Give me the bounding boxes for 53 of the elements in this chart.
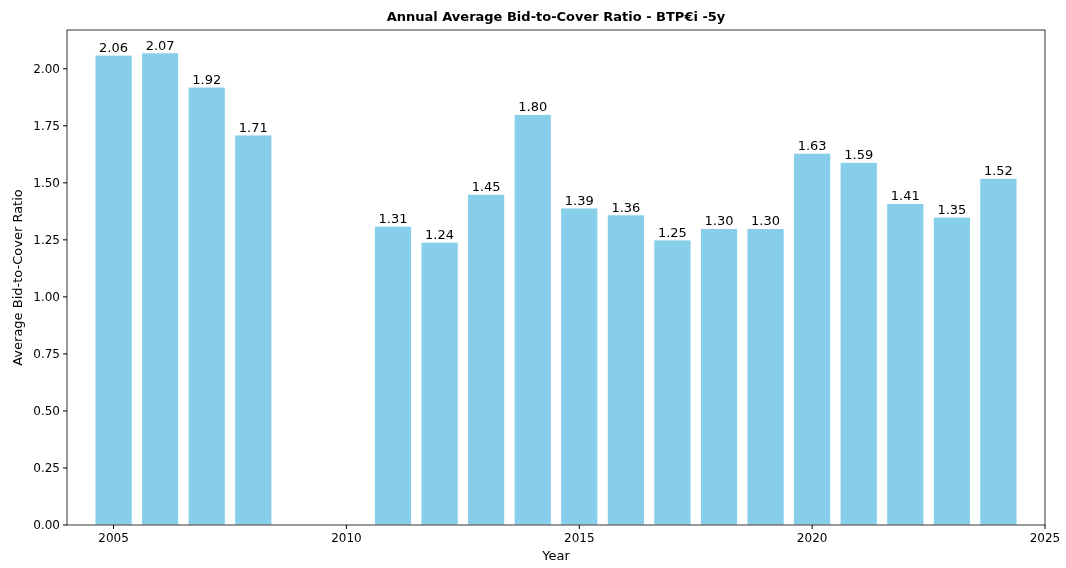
data-label: 1.92 <box>192 72 222 88</box>
y-axis-title: Average Bid-to-Cover Ratio <box>10 189 25 366</box>
bar <box>979 177 1018 526</box>
bar <box>746 227 785 526</box>
y-tick-label: 2.00 <box>33 61 60 76</box>
data-label: 1.80 <box>518 99 548 115</box>
bar <box>606 214 645 526</box>
y-tick-label: 1.50 <box>33 175 60 190</box>
y-tick-label: 1.25 <box>33 232 60 247</box>
bar <box>467 193 506 526</box>
x-tick-label: 2015 <box>564 531 595 545</box>
data-label: 1.30 <box>704 213 734 229</box>
data-label: 1.36 <box>611 199 641 215</box>
data-label: 2.06 <box>99 40 129 56</box>
bar <box>513 113 552 526</box>
data-label: 1.24 <box>425 227 455 243</box>
data-label: 1.30 <box>751 213 781 229</box>
y-tick-label: 0.00 <box>33 518 60 532</box>
bar <box>699 227 739 526</box>
x-tick-label: 2025 <box>1029 531 1061 545</box>
data-label: 1.25 <box>657 224 687 240</box>
y-tick-label: 0.75 <box>33 346 60 361</box>
x-tick-label: 2010 <box>331 531 362 545</box>
bar <box>653 239 692 526</box>
y-tick-label: 1.00 <box>33 289 60 304</box>
bar <box>932 216 971 526</box>
data-label: 1.41 <box>890 188 920 204</box>
bar <box>234 134 273 526</box>
y-tick-label: 1.75 <box>33 118 60 133</box>
y-tick-label: 0.25 <box>33 460 60 475</box>
bar <box>187 86 226 526</box>
data-label: 1.39 <box>564 192 594 208</box>
data-label: 1.59 <box>844 147 874 163</box>
data-label: 1.45 <box>471 179 501 195</box>
x-axis-title: Year <box>541 548 571 563</box>
bar <box>141 52 180 526</box>
bar <box>839 161 878 526</box>
data-label: 1.52 <box>983 163 1013 179</box>
chart-title: Annual Average Bid-to-Cover Ratio - BTP€i -5y <box>386 9 726 24</box>
data-label: 2.07 <box>145 37 175 53</box>
data-label: 1.63 <box>797 138 827 154</box>
data-label: 1.35 <box>937 202 967 218</box>
bar <box>373 225 413 526</box>
bar <box>94 54 133 526</box>
bar <box>560 207 599 526</box>
y-tick-label: 0.50 <box>33 403 60 418</box>
bar <box>420 241 459 526</box>
data-label: 1.71 <box>238 119 268 135</box>
data-label: 1.31 <box>378 211 408 227</box>
bar <box>886 202 925 526</box>
bar <box>793 152 832 526</box>
x-tick-label: 2005 <box>98 531 129 545</box>
x-tick-label: 2020 <box>796 531 828 545</box>
